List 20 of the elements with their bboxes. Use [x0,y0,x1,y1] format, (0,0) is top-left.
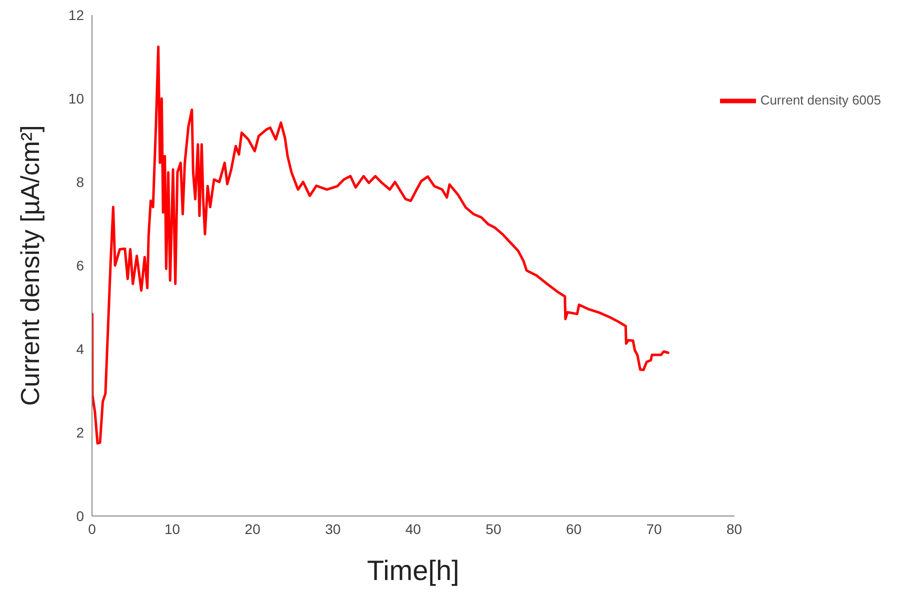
y-tick-label: 4 [76,340,84,357]
x-tick-label: 40 [405,520,422,537]
y-tick-label: 8 [76,174,84,190]
y-tick-label: 2 [76,424,84,440]
x-tick-label: 10 [164,520,180,537]
y-tick-label: 0 [76,508,84,524]
line-series [92,45,670,445]
x-tick-label: 80 [726,520,742,537]
y-tick-label: 6 [76,257,84,274]
x-tick-label: 60 [566,520,582,537]
x-axis-title: Time[h] [367,555,460,586]
x-tick-label: 70 [646,520,662,537]
y-axis-title: Current density [µA/cm²] [15,125,46,406]
x-tick-label: 50 [486,520,502,537]
x-tick-label: 0 [88,520,96,537]
y-tick-label: 12 [68,6,84,23]
x-tick-label: 20 [244,520,261,537]
x-tick-label: 30 [325,520,341,537]
legend-label: Current density 6005 [760,92,881,108]
y-tick-label: 10 [68,90,84,106]
